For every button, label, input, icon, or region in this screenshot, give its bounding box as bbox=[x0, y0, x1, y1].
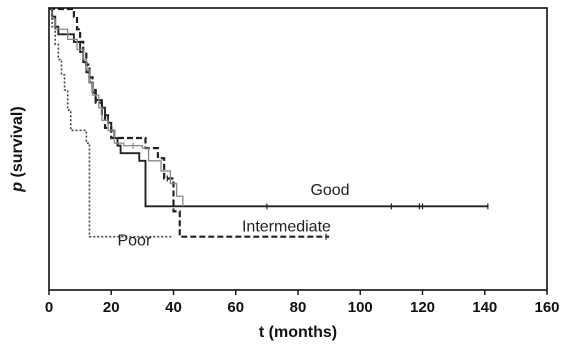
survival-curve-intermediate bbox=[49, 7, 330, 238]
x-axis-ticks: 0 20 40 60 80 100 120 140 160 bbox=[45, 290, 560, 316]
x-tick-label: 20 bbox=[103, 299, 120, 316]
x-tick-label: 0 bbox=[45, 299, 53, 316]
annotation-good: Good bbox=[310, 182, 349, 199]
survival-curves bbox=[49, 7, 489, 240]
annotation-intermediate: Intermediate bbox=[242, 219, 331, 236]
x-tick-label: 140 bbox=[472, 299, 497, 316]
annotation-poor: Poor bbox=[117, 233, 151, 250]
x-tick-label: 160 bbox=[534, 299, 559, 316]
survival-curve-poor bbox=[49, 8, 174, 238]
x-tick-label: 100 bbox=[348, 299, 373, 316]
y-axis-title-symbol: p bbox=[9, 182, 26, 193]
x-tick-label: 80 bbox=[290, 299, 307, 316]
x-tick-label: 60 bbox=[227, 299, 244, 316]
x-axis-title: t (months) bbox=[259, 324, 337, 341]
x-tick-label: 120 bbox=[410, 299, 435, 316]
curve-annotations: Good Intermediate Poor bbox=[117, 182, 349, 250]
survival-curve-good bbox=[49, 8, 488, 208]
x-tick-label: 40 bbox=[165, 299, 182, 316]
y-axis-title: p (survival) bbox=[9, 106, 26, 192]
y-axis-title-text: (survival) bbox=[9, 106, 26, 182]
survival-curve-series-2 bbox=[49, 8, 184, 207]
